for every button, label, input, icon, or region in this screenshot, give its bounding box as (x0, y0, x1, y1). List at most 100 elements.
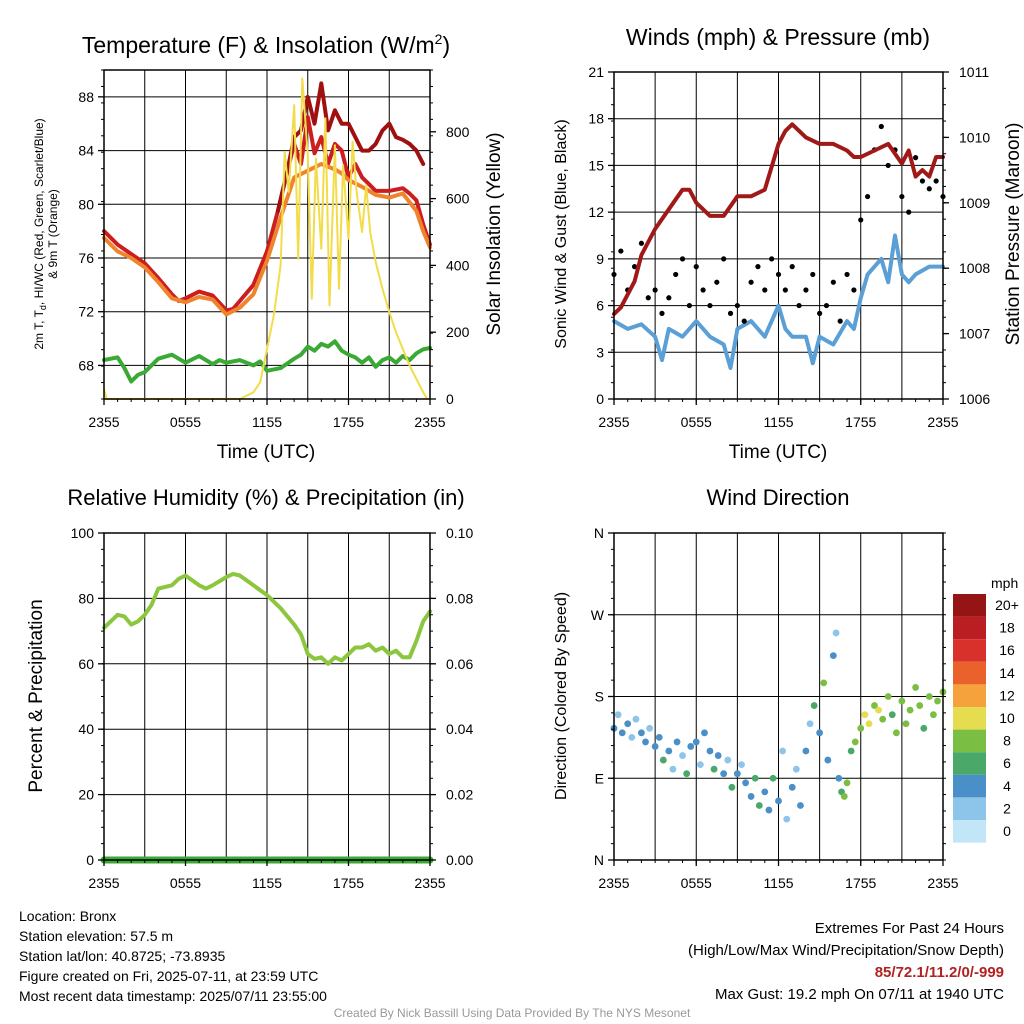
gust-point (673, 271, 679, 278)
plot-frame (613, 71, 944, 400)
gust-point (906, 209, 912, 215)
direction-point (824, 756, 832, 764)
y2-tick-label: 0.02 (446, 787, 473, 803)
direction-point (638, 729, 645, 737)
gust-point (700, 287, 706, 293)
colorbar-swatch (953, 729, 986, 753)
gust-point (865, 193, 871, 200)
wind-y-label: Sonic Wind & Gust (Blue, Black) (553, 119, 570, 348)
station-latlon: Station lat/lon: 40.8725; -73.8935 (19, 948, 226, 964)
direction-point (835, 774, 843, 782)
y-tick-label: 80 (78, 590, 94, 606)
x-tick-label: 2355 (598, 414, 629, 430)
colorbar-label: 12 (999, 687, 1015, 703)
direction-point (701, 729, 708, 737)
gust-point (748, 279, 754, 285)
direction-chart-title: Wind Direction (706, 485, 849, 510)
gust-point (810, 271, 816, 278)
direction-point (618, 729, 626, 737)
y2-tick-label: 0 (446, 391, 454, 407)
direction-point (747, 793, 755, 800)
direction-point (738, 761, 745, 769)
sonic_wind-line (612, 233, 945, 370)
temperature-chart-title: Temperature (F) & Insolation (W/m2) (82, 31, 450, 58)
y-tick-label: E (595, 770, 604, 786)
direction-point (742, 779, 749, 787)
x-tick-label: 2355 (598, 875, 629, 891)
direction-point (655, 733, 663, 741)
gust-point (659, 310, 665, 316)
max-gust: Max Gust: 19.2 mph On 07/11 at 1940 UTC (714, 986, 1004, 1003)
direction-point (665, 747, 673, 755)
direction-point (906, 706, 914, 714)
x-tick-label: 0555 (170, 875, 201, 891)
direction-point (861, 711, 869, 719)
direction-grid (614, 533, 943, 860)
direction-point (733, 770, 741, 778)
y-tick-label: 18 (588, 111, 604, 127)
direction-point (847, 747, 855, 755)
colorbar-label: 4 (1003, 778, 1011, 794)
y2-tick-label: 0.00 (446, 852, 473, 868)
y2-tick-label: 1010 (959, 129, 990, 145)
x-tick-label: 2355 (414, 414, 445, 430)
temperature-y-label: 2m T, Td, HI/WC (Red, Green, Scarlet/Blu… (32, 118, 48, 349)
direction-point (788, 783, 796, 791)
direction-point (783, 815, 791, 823)
direction-point (720, 770, 728, 778)
direction-point (820, 679, 828, 687)
extremes-title: Extremes For Past 24 Hours (814, 920, 1004, 937)
x-tick-label: 1155 (763, 414, 793, 430)
direction-point (761, 788, 769, 796)
direction-point (775, 797, 782, 805)
temperature-panel: Temperature (F) & Insolation (W/m2) 68 72… (32, 31, 505, 463)
x-tick-label: 1755 (333, 875, 364, 891)
temperature-x-label: Time (UTC) (217, 442, 316, 463)
direction-y-label: Direction (Colored By Speed) (553, 592, 570, 800)
y-tick-label: 3 (596, 344, 604, 360)
y2-tick-label: 1011 (959, 64, 989, 80)
direction-point (892, 729, 900, 737)
gust-point (837, 318, 843, 324)
humidity-chart-title: Relative Humidity (%) & Precipitation (i… (67, 485, 464, 510)
direction-point (888, 711, 896, 719)
direction-point (710, 765, 718, 773)
colorbar-swatch (953, 594, 986, 617)
gust-point (666, 295, 672, 301)
insolation-y-label: Solar Insolation (Yellow) (484, 132, 505, 335)
direction-point (765, 806, 773, 814)
x-tick-label: 0555 (681, 875, 712, 891)
x-tick-label: 1155 (763, 875, 793, 891)
station-elevation: Station elevation: 57.5 m (19, 928, 174, 944)
plot-frame (613, 532, 944, 861)
direction-axes: N E S W N 2355 0555 1155 1755 2355 (591, 525, 959, 891)
y-tick-label: 6 (596, 298, 604, 314)
plot-frame (103, 69, 431, 400)
temperature-y-label-line2: & 9m T (Orange) (46, 189, 60, 279)
x-tick-label: 1755 (845, 414, 876, 430)
x-tick-label: 2355 (414, 875, 445, 891)
direction-point (898, 697, 906, 705)
wind-axes: 0 3 6 9 12 15 18 21 1006 1007 1008 1009 1010 1011 2355… (588, 64, 990, 430)
gust-point (652, 287, 658, 293)
colorbar-swatch (953, 684, 986, 707)
direction-point (624, 720, 632, 728)
direction-point (724, 756, 732, 764)
direction-point (642, 738, 649, 746)
direction-point (930, 711, 937, 719)
colorbar-swatch (953, 639, 986, 662)
direction-point (857, 724, 865, 732)
humidity-y-label: Percent & Precipitation (26, 599, 47, 792)
credit-line: Created By Nick Bassill Using Data Provi… (333, 1006, 691, 1020)
y-tick-label: 12 (588, 204, 604, 220)
gust-point (686, 302, 692, 309)
colorbar-label: 16 (999, 642, 1015, 658)
y-tick-label: 0 (596, 391, 604, 407)
y-tick-label: 72 (78, 304, 94, 320)
direction-point (728, 783, 736, 791)
direction-point (687, 743, 695, 750)
y2-tick-label: 1007 (959, 326, 990, 342)
extremes-subtitle: (High/Low/Max Wind/Precipitation/Snow De… (688, 942, 1004, 959)
direction-point (769, 774, 777, 782)
